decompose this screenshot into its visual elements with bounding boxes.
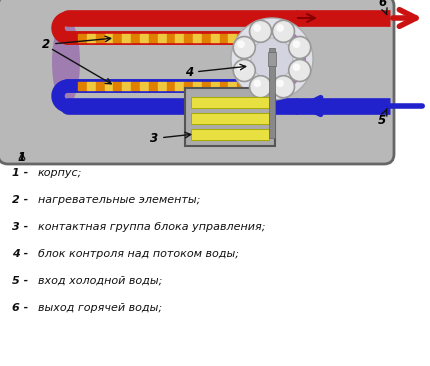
Bar [191, 113, 269, 124]
Bar [191, 97, 269, 108]
Circle shape [289, 60, 311, 82]
Text: 3 -: 3 - [12, 222, 28, 232]
Wedge shape [285, 30, 306, 89]
Circle shape [233, 60, 255, 82]
Text: нагревательные элементы;: нагревательные элементы; [38, 195, 200, 205]
Circle shape [253, 79, 261, 87]
Circle shape [233, 37, 255, 59]
Text: 4: 4 [185, 64, 246, 79]
Text: 6: 6 [378, 0, 387, 15]
Circle shape [251, 38, 293, 80]
Circle shape [273, 76, 295, 98]
Text: 5: 5 [378, 109, 387, 127]
Ellipse shape [52, 18, 80, 106]
Bar [269, 48, 275, 138]
Text: выход горячей воды;: выход горячей воды; [38, 303, 162, 313]
Circle shape [273, 20, 295, 42]
FancyBboxPatch shape [0, 0, 394, 164]
Circle shape [292, 40, 300, 48]
Text: корпус;: корпус; [38, 168, 83, 178]
Circle shape [237, 40, 245, 48]
Text: 2 -: 2 - [12, 195, 28, 205]
Text: 2: 2 [42, 36, 111, 51]
Circle shape [276, 79, 284, 87]
Polygon shape [52, 12, 68, 44]
Bar [268, 52, 276, 66]
Text: 5 -: 5 - [12, 276, 28, 286]
Text: 4 -: 4 - [12, 249, 28, 259]
Bar [185, 88, 275, 146]
Circle shape [237, 63, 245, 71]
Text: 6 -: 6 - [12, 303, 28, 313]
Circle shape [276, 24, 284, 32]
Text: вход холодной воды;: вход холодной воды; [38, 276, 163, 286]
Circle shape [231, 18, 313, 100]
Circle shape [292, 63, 300, 71]
Text: 1 -: 1 - [12, 168, 28, 178]
Circle shape [249, 76, 271, 98]
Circle shape [289, 37, 311, 59]
Text: 1: 1 [18, 151, 26, 164]
Text: контактная группа блока управления;: контактная группа блока управления; [38, 222, 265, 232]
Circle shape [253, 24, 261, 32]
Bar [191, 129, 269, 140]
Polygon shape [52, 80, 68, 112]
Text: 3: 3 [150, 132, 190, 145]
Text: блок контроля над потоком воды;: блок контроля над потоком воды; [38, 249, 239, 259]
Circle shape [249, 20, 271, 42]
